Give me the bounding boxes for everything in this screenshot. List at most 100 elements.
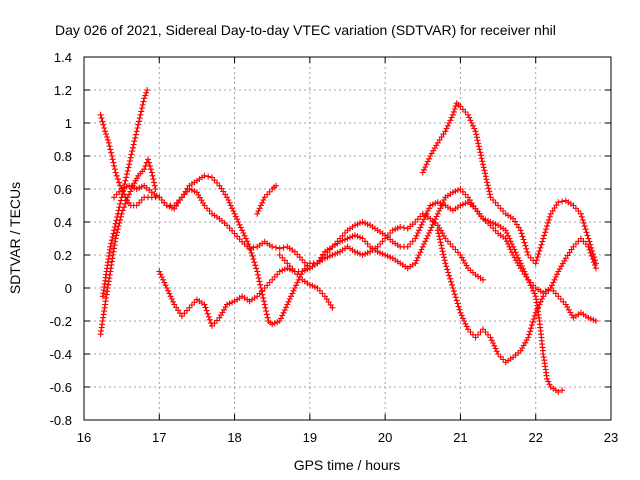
plus-marker [581, 223, 588, 230]
plus-marker [438, 242, 445, 249]
plus-marker [119, 191, 126, 197]
plus-marker [288, 293, 294, 300]
plus-marker [531, 312, 538, 319]
plus-marker [520, 236, 527, 243]
plus-marker [99, 118, 106, 125]
plus-marker [131, 138, 138, 145]
plus-marker [508, 241, 515, 247]
plus-marker [117, 182, 124, 189]
plus-marker [409, 238, 416, 245]
plus-marker [111, 224, 118, 230]
plus-marker [414, 254, 421, 261]
plus-marker [254, 268, 261, 275]
plus-marker [544, 220, 551, 226]
plus-marker [130, 141, 137, 148]
plus-marker [139, 101, 146, 108]
x-tick-label: 23 [604, 430, 618, 445]
plus-marker [269, 243, 276, 250]
plus-marker [289, 290, 296, 297]
plus-marker [150, 176, 157, 183]
plus-marker [160, 276, 167, 283]
plus-marker [227, 202, 234, 209]
plus-marker [414, 230, 421, 236]
plus-marker [105, 139, 112, 146]
plus-marker [523, 245, 530, 252]
plus-marker [512, 249, 519, 256]
plus-marker [424, 158, 431, 165]
plus-marker [522, 271, 529, 278]
plus-marker [122, 200, 129, 207]
plus-marker [536, 301, 543, 308]
plus-marker [454, 300, 461, 307]
plus-marker [103, 294, 110, 301]
plus-marker [438, 245, 445, 252]
plus-marker [448, 278, 454, 285]
y-axis-label: SDTVAR / TECUs [7, 182, 23, 294]
plus-marker [511, 246, 518, 253]
plus-marker [482, 173, 489, 180]
plus-marker [276, 318, 283, 324]
plus-marker [443, 263, 450, 270]
plus-marker [124, 167, 131, 174]
plus-marker [518, 263, 525, 269]
plus-marker [242, 235, 249, 242]
plus-marker [136, 118, 142, 125]
plus-marker [294, 279, 301, 286]
plus-marker [524, 248, 531, 255]
plus-marker [236, 221, 243, 228]
x-tick-label: 18 [227, 430, 241, 445]
plus-marker [554, 271, 560, 278]
series-trace-c [99, 87, 151, 300]
plus-marker [438, 202, 445, 209]
plus-marker [276, 268, 283, 275]
y-tick-label: -0.8 [50, 413, 72, 428]
plus-marker [475, 140, 482, 147]
plus-marker [125, 164, 132, 171]
plus-marker [205, 173, 212, 180]
plus-marker [137, 111, 144, 118]
y-tick-label: 1.2 [54, 83, 72, 98]
y-tick-label: -0.2 [50, 314, 72, 329]
plus-marker [127, 188, 134, 195]
plus-marker [450, 108, 457, 115]
plus-marker [129, 144, 136, 151]
plus-marker [532, 309, 539, 316]
plus-marker [583, 229, 590, 236]
plus-marker [546, 381, 553, 388]
plus-marker [444, 122, 451, 129]
plus-marker [487, 219, 494, 225]
plus-marker [463, 323, 470, 330]
plus-marker [280, 309, 287, 316]
plus-marker [435, 230, 442, 237]
plus-marker [445, 269, 452, 276]
plus-marker [256, 278, 263, 285]
plus-marker [451, 106, 458, 112]
y-tick-label: -0.6 [50, 380, 72, 395]
plus-marker [472, 128, 479, 135]
plus-marker [462, 200, 469, 207]
series-trace-e [156, 265, 336, 329]
plus-marker [106, 143, 113, 150]
y-tick-label: 0.4 [54, 215, 72, 230]
plus-marker [539, 296, 545, 302]
plus-marker [162, 282, 169, 289]
x-tick-label: 20 [378, 430, 392, 445]
plus-marker [530, 315, 537, 322]
plus-marker [453, 297, 460, 304]
plus-marker [555, 388, 562, 395]
plus-marker [542, 229, 549, 236]
plus-marker [449, 281, 455, 288]
plus-marker [429, 221, 436, 228]
plus-marker [278, 315, 284, 322]
plus-marker [578, 213, 585, 220]
plus-marker [481, 167, 488, 174]
plus-marker [450, 288, 457, 295]
plus-marker [112, 220, 119, 227]
plus-marker [487, 194, 494, 201]
y-tick-label: 1 [65, 116, 72, 131]
plus-marker [423, 161, 430, 168]
plus-marker [127, 154, 134, 161]
series-trace-f [254, 182, 279, 217]
plus-marker [422, 238, 429, 245]
plus-marker [447, 275, 454, 282]
